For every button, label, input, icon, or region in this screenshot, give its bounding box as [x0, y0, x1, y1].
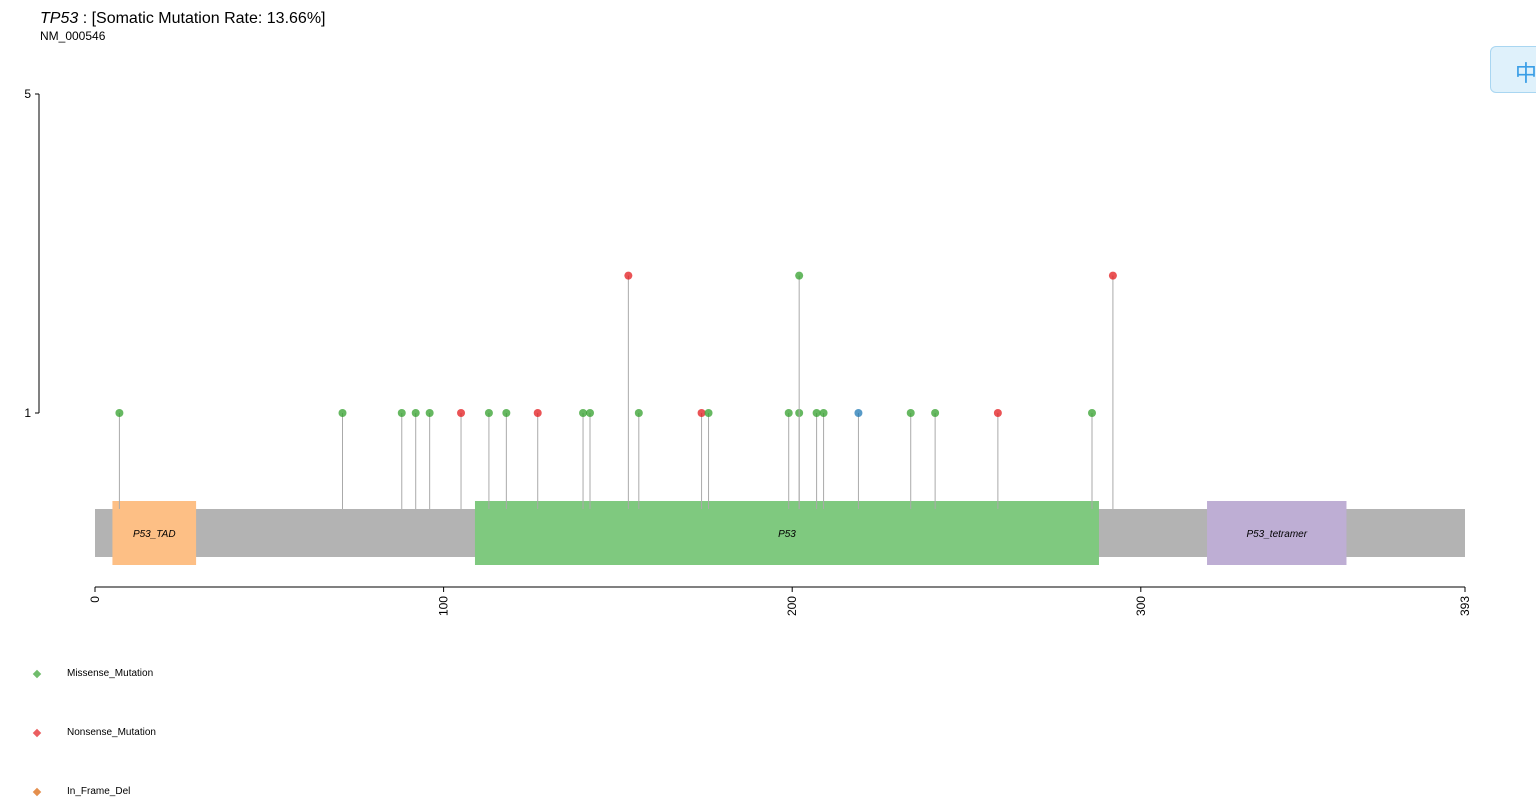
mutation-point — [819, 409, 828, 417]
side-tab[interactable]: 中 — [1490, 46, 1536, 93]
mutation-point — [457, 409, 466, 417]
y-tick-label: 5 — [24, 87, 31, 101]
domain-p53_tetramer — [1207, 501, 1347, 565]
mutation-point — [634, 409, 643, 417]
domain-label: P53_TAD — [133, 529, 176, 540]
mutation-point — [993, 409, 1002, 417]
mutation-point — [502, 409, 511, 417]
mutation-point — [624, 271, 633, 280]
mutation-point — [533, 409, 542, 417]
gene-name: TP53 — [40, 10, 79, 27]
mutation-point — [784, 409, 793, 417]
mutation-point — [115, 409, 124, 417]
mutation-point — [854, 409, 863, 417]
legend-label: Missense_Mutation — [67, 668, 154, 679]
mutation-point — [586, 409, 595, 417]
mutation-point — [411, 409, 420, 417]
transcript-id: NM_000546 — [40, 29, 106, 43]
language-switch-icon[interactable]: 中 — [1515, 62, 1536, 87]
mutation-point — [1087, 409, 1096, 417]
mutation-point — [397, 409, 406, 417]
x-tick-label: 100 — [437, 596, 451, 616]
x-tick-label: 200 — [785, 596, 799, 616]
x-tick-label: 300 — [1134, 596, 1148, 616]
mutation-point — [812, 409, 821, 417]
domain-label: P53_tetramer — [1246, 529, 1307, 540]
mutation-point — [931, 409, 940, 417]
mutation-point — [1108, 271, 1117, 280]
legend-label: Nonsense_Mutation — [67, 727, 156, 738]
mutation-rate-text: : [Somatic Mutation Rate: 13.66%] — [78, 10, 326, 27]
y-tick-label: 1 — [24, 406, 31, 420]
x-tick-label: 0 — [88, 596, 102, 603]
domain-label: P53 — [778, 529, 796, 540]
mutation-point — [338, 409, 347, 417]
chart-title: TP53 : [Somatic Mutation Rate: 13.66%] — [40, 10, 325, 28]
mutation-point — [425, 409, 434, 417]
mutation-point — [906, 409, 915, 417]
mutation-point — [579, 409, 588, 417]
x-tick-label: 393 — [1458, 596, 1472, 616]
legend-label: In_Frame_Del — [67, 786, 131, 797]
domain-p53_tad — [112, 501, 197, 565]
mutation-point — [484, 409, 493, 417]
mutation-point — [795, 271, 804, 280]
mutation-point — [704, 409, 713, 417]
mutation-point — [697, 409, 706, 417]
domain-p53 — [474, 501, 1099, 565]
